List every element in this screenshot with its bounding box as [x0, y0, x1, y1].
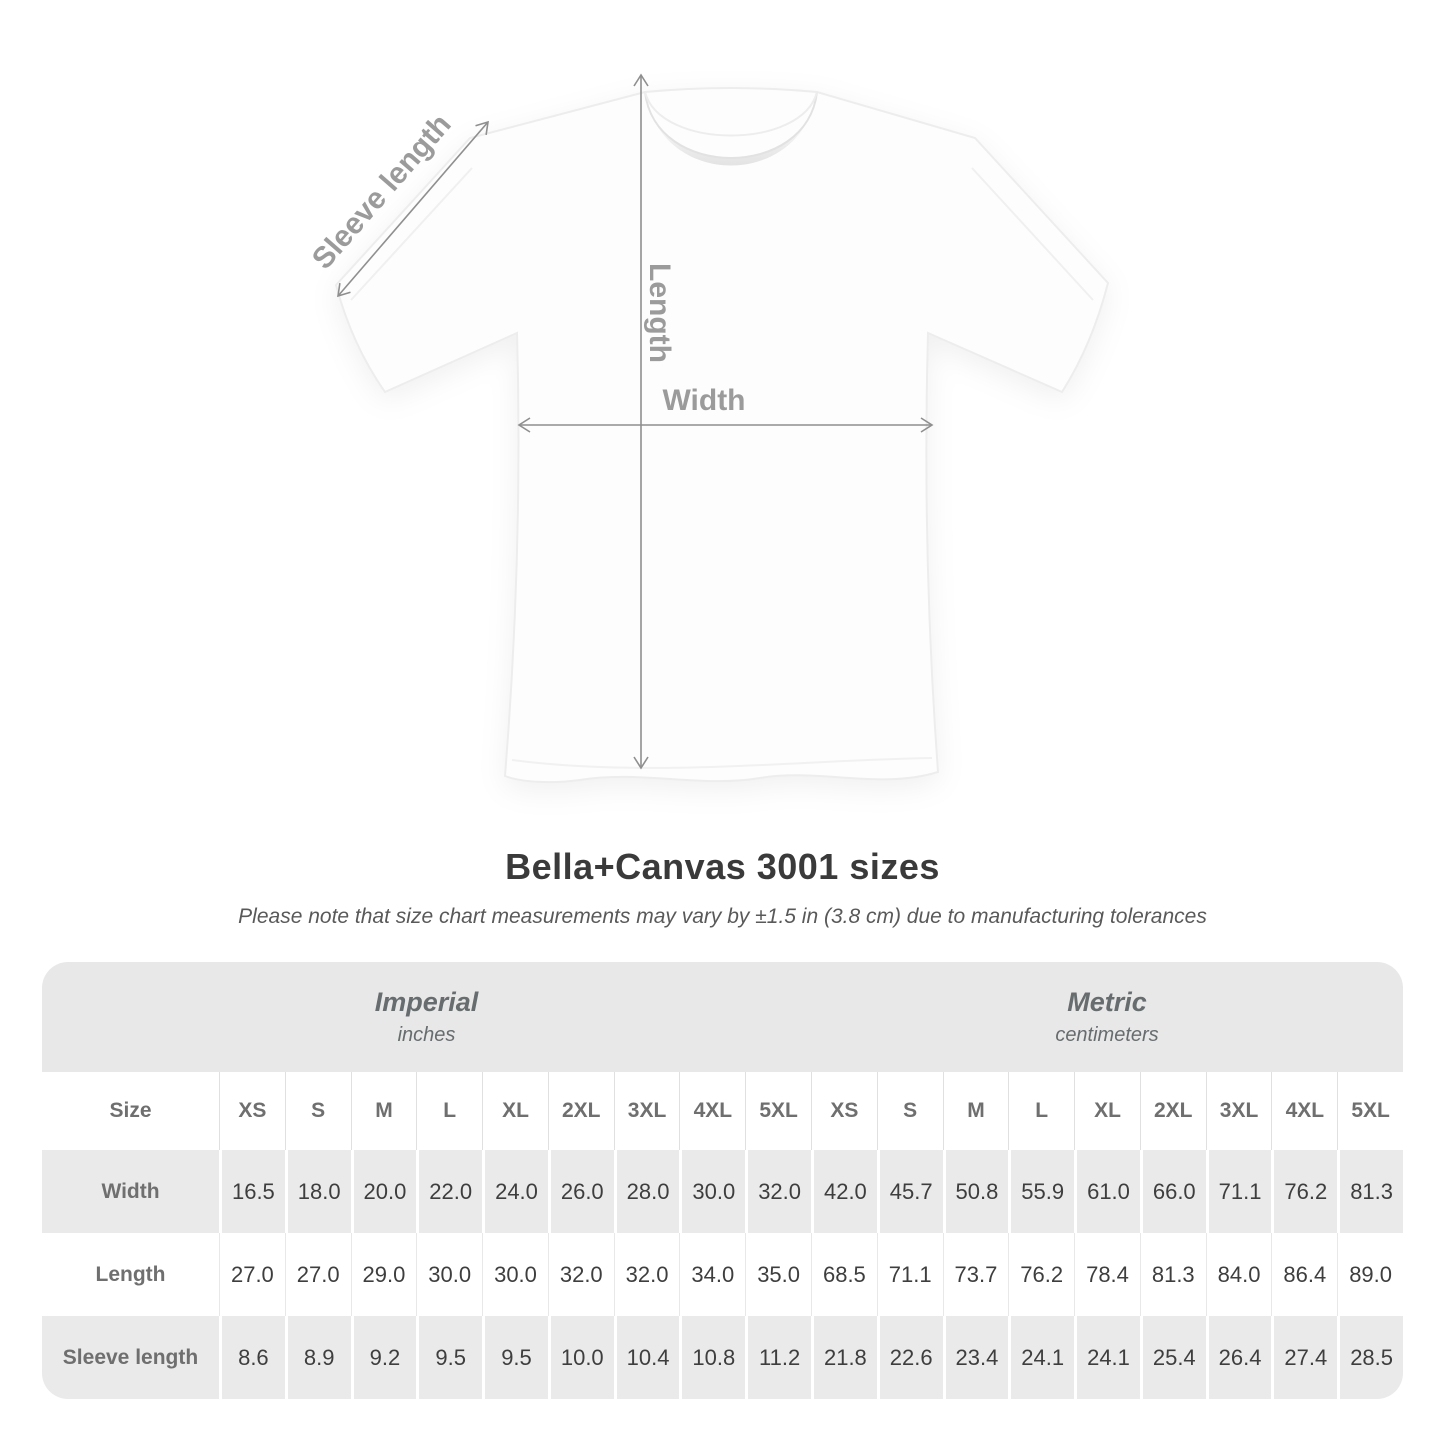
size-header-metric-2xl: 2XL [1139, 1072, 1206, 1150]
unit-header-metric: Metric centimeters [811, 962, 1403, 1072]
size-header-metric-xs: XS [811, 1072, 877, 1150]
table-row-sleeve-length: Sleeve length 8.6 8.9 9.2 9.5 9.5 10.0 10.4 10.8… [42, 1316, 1403, 1399]
value-cell: 42.0 [811, 1150, 877, 1233]
value-cell: 32.0 [547, 1233, 614, 1316]
value-cell: 29.0 [350, 1233, 417, 1316]
size-header-metric-5xl: 5XL [1337, 1072, 1403, 1150]
value-cell: 24.1 [1008, 1316, 1074, 1399]
value-cell: 24.1 [1074, 1316, 1140, 1399]
value-cell: 18.0 [284, 1150, 351, 1233]
row-label: Width [101, 1179, 160, 1203]
tshirt-silhouette [334, 87, 1110, 784]
value-cell: 30.0 [482, 1233, 548, 1316]
value-cell: 10.4 [613, 1316, 680, 1399]
row-label: Length [95, 1262, 166, 1286]
value-cell: 30.0 [416, 1233, 482, 1316]
value-cell: 8.9 [284, 1316, 351, 1399]
value-cell: 27.4 [1271, 1316, 1337, 1399]
size-chart-table: Imperial inches Metric centimeters Size … [42, 962, 1403, 1399]
value-cell: 71.1 [1205, 1150, 1272, 1233]
value-cell: 24.0 [482, 1150, 548, 1233]
length-label: Length [643, 263, 676, 363]
size-header-imperial-5xl: 5XL [745, 1072, 811, 1150]
size-header-imperial-xs: XS [219, 1072, 285, 1150]
metric-label: Metric [1067, 987, 1147, 1017]
value-cell: 32.0 [613, 1233, 680, 1316]
value-cell: 27.0 [284, 1233, 351, 1316]
size-header-metric-l: L [1008, 1072, 1074, 1150]
value-cell: 28.5 [1337, 1316, 1403, 1399]
size-header-imperial-xl: XL [482, 1072, 548, 1150]
value-cell: 10.0 [547, 1316, 614, 1399]
value-cell: 66.0 [1139, 1150, 1206, 1233]
value-cell: 22.6 [876, 1316, 943, 1399]
size-header-imperial-3xl: 3XL [613, 1072, 680, 1150]
value-cell: 61.0 [1074, 1150, 1140, 1233]
size-header-metric-4xl: 4XL [1271, 1072, 1337, 1150]
value-cell: 73.7 [942, 1233, 1009, 1316]
value-cell: 9.5 [482, 1316, 548, 1399]
value-cell: 68.5 [811, 1233, 877, 1316]
value-cell: 81.3 [1139, 1233, 1206, 1316]
value-cell: 25.4 [1139, 1316, 1206, 1399]
value-cell: 71.1 [876, 1233, 943, 1316]
value-cell: 50.8 [942, 1150, 1009, 1233]
value-cell: 28.0 [613, 1150, 680, 1233]
imperial-unit-label: inches [397, 1024, 456, 1046]
value-cell: 76.2 [1271, 1150, 1337, 1233]
size-header-metric-m: M [942, 1072, 1009, 1150]
value-cell: 81.3 [1337, 1150, 1403, 1233]
size-header-row: Size XS S M L XL 2XL 3XL 4XL 5XL XS S M L XL 2XL 3XL 4XL… [42, 1072, 1403, 1150]
size-header-imperial-s: S [284, 1072, 351, 1150]
page-title: Bella+Canvas 3001 sizes [505, 846, 940, 887]
metric-unit-label: centimeters [1055, 1024, 1159, 1046]
size-header-metric-3xl: 3XL [1205, 1072, 1272, 1150]
row-label: Sleeve length [62, 1345, 199, 1369]
unit-header-band: Imperial inches Metric centimeters [42, 962, 1403, 1072]
value-cell: 35.0 [745, 1233, 811, 1316]
value-cell: 20.0 [350, 1150, 417, 1233]
size-header-imperial-m: M [350, 1072, 417, 1150]
value-cell: 89.0 [1337, 1233, 1403, 1316]
value-cell: 78.4 [1074, 1233, 1140, 1316]
value-cell: 23.4 [942, 1316, 1009, 1399]
value-cell: 26.4 [1205, 1316, 1272, 1399]
value-cell: 21.8 [811, 1316, 877, 1399]
size-header-metric-xl: XL [1074, 1072, 1140, 1150]
value-cell: 32.0 [745, 1150, 811, 1233]
value-cell: 27.0 [219, 1233, 285, 1316]
size-header-imperial-l: L [416, 1072, 482, 1150]
value-cell: 9.5 [416, 1316, 482, 1399]
value-cell: 11.2 [745, 1316, 811, 1399]
value-cell: 26.0 [547, 1150, 614, 1233]
tolerance-note: Please note that size chart measurements… [238, 905, 1207, 928]
value-cell: 76.2 [1008, 1233, 1074, 1316]
table-row-width: Width 16.5 18.0 20.0 22.0 24.0 26.0 28.0 30.0 32.… [42, 1150, 1403, 1233]
tshirt-graphic: Sleeve length Length Width [306, 73, 1110, 784]
unit-header-imperial: Imperial inches [42, 962, 811, 1072]
size-header-metric-s: S [876, 1072, 943, 1150]
size-header-imperial-4xl: 4XL [679, 1072, 745, 1150]
value-cell: 10.8 [679, 1316, 745, 1399]
value-cell: 86.4 [1271, 1233, 1337, 1316]
width-label: Width [662, 384, 745, 417]
sleeve-length-arrow [337, 120, 489, 298]
value-cell: 30.0 [679, 1150, 745, 1233]
value-cell: 45.7 [876, 1150, 943, 1233]
value-cell: 55.9 [1008, 1150, 1074, 1233]
tshirt-measurement-diagram: Sleeve length Length Width [306, 73, 1110, 784]
value-cell: 8.6 [219, 1316, 285, 1399]
table-row-length: Length 27.0 27.0 29.0 30.0 30.0 32.0 32.0 34.0 35… [42, 1233, 1403, 1316]
imperial-label: Imperial [374, 987, 479, 1017]
size-header-imperial-2xl: 2XL [547, 1072, 614, 1150]
size-column-header: Size [109, 1099, 152, 1122]
value-cell: 16.5 [219, 1150, 285, 1233]
value-cell: 9.2 [350, 1316, 417, 1399]
value-cell: 34.0 [679, 1233, 745, 1316]
value-cell: 84.0 [1205, 1233, 1272, 1316]
value-cell: 22.0 [416, 1150, 482, 1233]
